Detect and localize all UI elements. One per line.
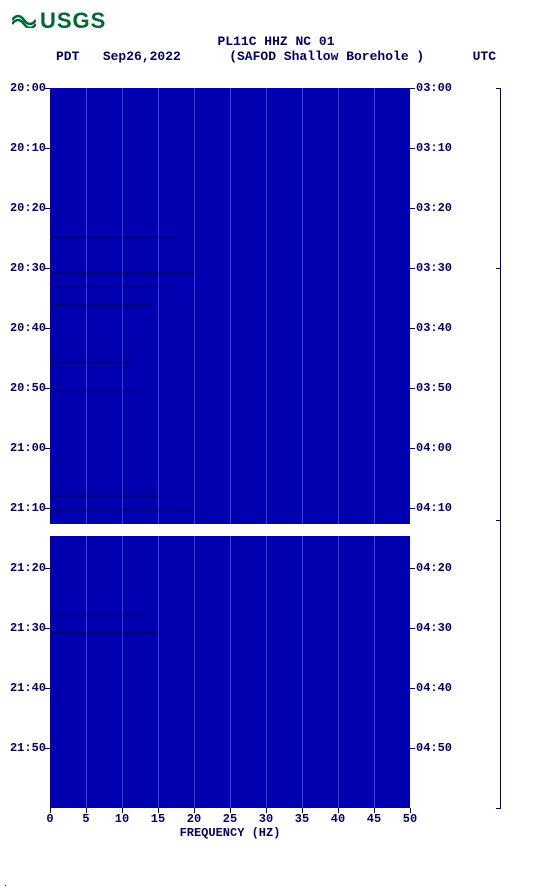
x-tick-label: 45 <box>367 812 381 826</box>
footer-mark: . <box>4 878 7 889</box>
y-right-tick: 04:20 <box>416 561 460 575</box>
y-right-tick: 03:30 <box>416 261 460 275</box>
y-left-tick: 21:50 <box>6 741 46 755</box>
y-left-tick: 21:30 <box>6 621 46 635</box>
x-tick-label: 5 <box>82 812 89 826</box>
y-right-tick: 04:30 <box>416 621 460 635</box>
x-tick-label: 10 <box>115 812 129 826</box>
x-tick-label: 15 <box>151 812 165 826</box>
y-left-tick: 21:00 <box>6 441 46 455</box>
y-right-tick: 03:50 <box>416 381 460 395</box>
y-right-tick: 03:10 <box>416 141 460 155</box>
wave-icon <box>12 14 36 28</box>
date: Sep26,2022 <box>103 49 181 64</box>
usgs-logo: USGS <box>12 8 106 34</box>
y-left-tick: 20:30 <box>6 261 46 275</box>
site-name: (SAFOD Shallow Borehole ) <box>229 49 424 64</box>
y-right-tick: 03:20 <box>416 201 460 215</box>
y-left-tick: 21:40 <box>6 681 46 695</box>
y-left-tick: 21:10 <box>6 501 46 515</box>
y-left-tick: 20:40 <box>6 321 46 335</box>
chart-header: PL11C HHZ NC 01 PDT Sep26,2022 (SAFOD Sh… <box>0 34 552 64</box>
logo-text: USGS <box>40 8 106 34</box>
y-left-tick: 20:10 <box>6 141 46 155</box>
x-axis-label: FREQUENCY (HZ) <box>50 826 410 840</box>
x-tick-label: 40 <box>331 812 345 826</box>
y-right-tick: 04:00 <box>416 441 460 455</box>
x-tick-label: 30 <box>259 812 273 826</box>
spectrogram-plot <box>50 88 410 808</box>
right-timezone: UTC <box>473 49 496 64</box>
y-right-tick: 03:40 <box>416 321 460 335</box>
y-right-tick: 04:10 <box>416 501 460 515</box>
y-left-tick: 21:20 <box>6 561 46 575</box>
y-left-tick: 20:00 <box>6 81 46 95</box>
x-tick-label: 0 <box>46 812 53 826</box>
y-left-tick: 20:50 <box>6 381 46 395</box>
colorbar <box>500 88 520 808</box>
y-right-tick: 04:40 <box>416 681 460 695</box>
x-tick-label: 25 <box>223 812 237 826</box>
y-left-tick: 20:20 <box>6 201 46 215</box>
station-id: PL11C HHZ NC 01 <box>0 34 552 49</box>
y-right-tick: 03:00 <box>416 81 460 95</box>
y-right-tick: 04:50 <box>416 741 460 755</box>
x-tick-label: 50 <box>403 812 417 826</box>
x-tick-label: 20 <box>187 812 201 826</box>
x-tick-label: 35 <box>295 812 309 826</box>
left-timezone: PDT <box>56 49 79 64</box>
